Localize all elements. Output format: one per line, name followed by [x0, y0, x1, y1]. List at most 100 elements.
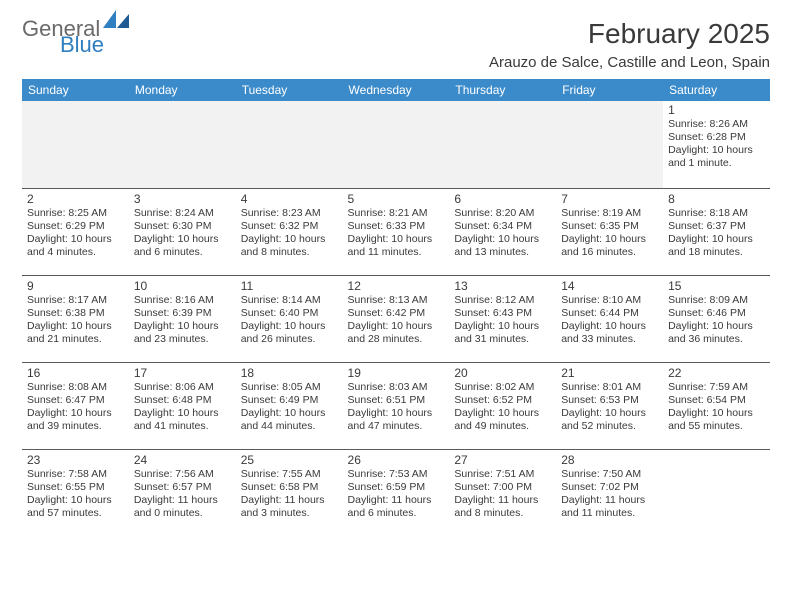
calendar-header-row: SundayMondayTuesdayWednesdayThursdayFrid…: [22, 79, 770, 101]
day-number: 27: [454, 453, 551, 467]
calendar-cell: 2Sunrise: 8:25 AMSunset: 6:29 PMDaylight…: [22, 188, 129, 275]
sunset-line: Sunset: 6:59 PM: [348, 481, 445, 494]
daylight-line: Daylight: 10 hours and 4 minutes.: [27, 233, 124, 259]
sunrise-line: Sunrise: 7:51 AM: [454, 468, 551, 481]
calendar-cell: [343, 101, 450, 188]
sunset-line: Sunset: 6:51 PM: [348, 394, 445, 407]
sunrise-line: Sunrise: 7:53 AM: [348, 468, 445, 481]
day-number: 19: [348, 366, 445, 380]
calendar-cell: 10Sunrise: 8:16 AMSunset: 6:39 PMDayligh…: [129, 275, 236, 362]
daylight-line: Daylight: 10 hours and 52 minutes.: [561, 407, 658, 433]
sunrise-line: Sunrise: 8:25 AM: [27, 207, 124, 220]
weekday-header: Tuesday: [236, 79, 343, 101]
sunrise-line: Sunrise: 8:03 AM: [348, 381, 445, 394]
sunset-line: Sunset: 6:49 PM: [241, 394, 338, 407]
daylight-line: Daylight: 10 hours and 57 minutes.: [27, 494, 124, 520]
daylight-line: Daylight: 10 hours and 41 minutes.: [134, 407, 231, 433]
day-number: 12: [348, 279, 445, 293]
day-number: 6: [454, 192, 551, 206]
daylight-line: Daylight: 10 hours and 55 minutes.: [668, 407, 765, 433]
sunrise-line: Sunrise: 8:12 AM: [454, 294, 551, 307]
weekday-header: Sunday: [22, 79, 129, 101]
day-number: 14: [561, 279, 658, 293]
sunrise-line: Sunrise: 8:18 AM: [668, 207, 765, 220]
calendar-cell: 12Sunrise: 8:13 AMSunset: 6:42 PMDayligh…: [343, 275, 450, 362]
sunset-line: Sunset: 6:46 PM: [668, 307, 765, 320]
calendar-week-row: 1Sunrise: 8:26 AMSunset: 6:28 PMDaylight…: [22, 101, 770, 188]
sunrise-line: Sunrise: 8:16 AM: [134, 294, 231, 307]
calendar-cell: 24Sunrise: 7:56 AMSunset: 6:57 PMDayligh…: [129, 449, 236, 536]
sunrise-line: Sunrise: 8:09 AM: [668, 294, 765, 307]
day-number: 2: [27, 192, 124, 206]
calendar-cell: 7Sunrise: 8:19 AMSunset: 6:35 PMDaylight…: [556, 188, 663, 275]
header: General Blue February 2025 Arauzo de Sal…: [22, 18, 770, 71]
calendar-cell: 13Sunrise: 8:12 AMSunset: 6:43 PMDayligh…: [449, 275, 556, 362]
sunset-line: Sunset: 6:35 PM: [561, 220, 658, 233]
calendar-cell: 17Sunrise: 8:06 AMSunset: 6:48 PMDayligh…: [129, 362, 236, 449]
calendar-cell: [556, 101, 663, 188]
daylight-line: Daylight: 10 hours and 21 minutes.: [27, 320, 124, 346]
sunrise-line: Sunrise: 8:21 AM: [348, 207, 445, 220]
sunrise-line: Sunrise: 7:56 AM: [134, 468, 231, 481]
day-number: 3: [134, 192, 231, 206]
day-number: 25: [241, 453, 338, 467]
daylight-line: Daylight: 10 hours and 47 minutes.: [348, 407, 445, 433]
day-number: 22: [668, 366, 765, 380]
daylight-line: Daylight: 11 hours and 6 minutes.: [348, 494, 445, 520]
sunset-line: Sunset: 6:53 PM: [561, 394, 658, 407]
sunrise-line: Sunrise: 7:59 AM: [668, 381, 765, 394]
calendar-cell: 19Sunrise: 8:03 AMSunset: 6:51 PMDayligh…: [343, 362, 450, 449]
day-number: 16: [27, 366, 124, 380]
calendar-cell: [129, 101, 236, 188]
day-number: 28: [561, 453, 658, 467]
calendar-cell: 16Sunrise: 8:08 AMSunset: 6:47 PMDayligh…: [22, 362, 129, 449]
calendar-cell: 18Sunrise: 8:05 AMSunset: 6:49 PMDayligh…: [236, 362, 343, 449]
weekday-header: Thursday: [449, 79, 556, 101]
sunset-line: Sunset: 6:52 PM: [454, 394, 551, 407]
calendar-cell: 27Sunrise: 7:51 AMSunset: 7:00 PMDayligh…: [449, 449, 556, 536]
sunrise-line: Sunrise: 8:24 AM: [134, 207, 231, 220]
calendar-table: SundayMondayTuesdayWednesdayThursdayFrid…: [22, 79, 770, 536]
calendar-cell: 23Sunrise: 7:58 AMSunset: 6:55 PMDayligh…: [22, 449, 129, 536]
sunset-line: Sunset: 6:30 PM: [134, 220, 231, 233]
day-number: 9: [27, 279, 124, 293]
day-number: 8: [668, 192, 765, 206]
calendar-cell: 8Sunrise: 8:18 AMSunset: 6:37 PMDaylight…: [663, 188, 770, 275]
sunrise-line: Sunrise: 8:19 AM: [561, 207, 658, 220]
sunset-line: Sunset: 6:55 PM: [27, 481, 124, 494]
calendar-cell: 9Sunrise: 8:17 AMSunset: 6:38 PMDaylight…: [22, 275, 129, 362]
calendar-week-row: 9Sunrise: 8:17 AMSunset: 6:38 PMDaylight…: [22, 275, 770, 362]
sunset-line: Sunset: 6:28 PM: [668, 131, 765, 144]
sunrise-line: Sunrise: 8:05 AM: [241, 381, 338, 394]
calendar-cell: 3Sunrise: 8:24 AMSunset: 6:30 PMDaylight…: [129, 188, 236, 275]
calendar-cell: [449, 101, 556, 188]
sunset-line: Sunset: 6:29 PM: [27, 220, 124, 233]
day-number: 18: [241, 366, 338, 380]
daylight-line: Daylight: 10 hours and 18 minutes.: [668, 233, 765, 259]
day-number: 17: [134, 366, 231, 380]
day-number: 5: [348, 192, 445, 206]
day-number: 23: [27, 453, 124, 467]
brand-word2: Blue: [60, 32, 104, 57]
daylight-line: Daylight: 10 hours and 11 minutes.: [348, 233, 445, 259]
sunset-line: Sunset: 6:48 PM: [134, 394, 231, 407]
sunrise-line: Sunrise: 8:14 AM: [241, 294, 338, 307]
location: Arauzo de Salce, Castille and Leon, Spai…: [489, 54, 770, 71]
calendar-page: General Blue February 2025 Arauzo de Sal…: [0, 0, 792, 554]
day-number: 7: [561, 192, 658, 206]
daylight-line: Daylight: 11 hours and 0 minutes.: [134, 494, 231, 520]
brand-sail-icon: [103, 10, 129, 28]
daylight-line: Daylight: 10 hours and 13 minutes.: [454, 233, 551, 259]
calendar-week-row: 16Sunrise: 8:08 AMSunset: 6:47 PMDayligh…: [22, 362, 770, 449]
sunrise-line: Sunrise: 8:23 AM: [241, 207, 338, 220]
weekday-header: Saturday: [663, 79, 770, 101]
sunrise-line: Sunrise: 8:10 AM: [561, 294, 658, 307]
calendar-cell: 21Sunrise: 8:01 AMSunset: 6:53 PMDayligh…: [556, 362, 663, 449]
sunset-line: Sunset: 6:58 PM: [241, 481, 338, 494]
day-number: 20: [454, 366, 551, 380]
sunset-line: Sunset: 6:39 PM: [134, 307, 231, 320]
calendar-cell: [663, 449, 770, 536]
calendar-cell: 20Sunrise: 8:02 AMSunset: 6:52 PMDayligh…: [449, 362, 556, 449]
daylight-line: Daylight: 10 hours and 8 minutes.: [241, 233, 338, 259]
calendar-cell: 22Sunrise: 7:59 AMSunset: 6:54 PMDayligh…: [663, 362, 770, 449]
